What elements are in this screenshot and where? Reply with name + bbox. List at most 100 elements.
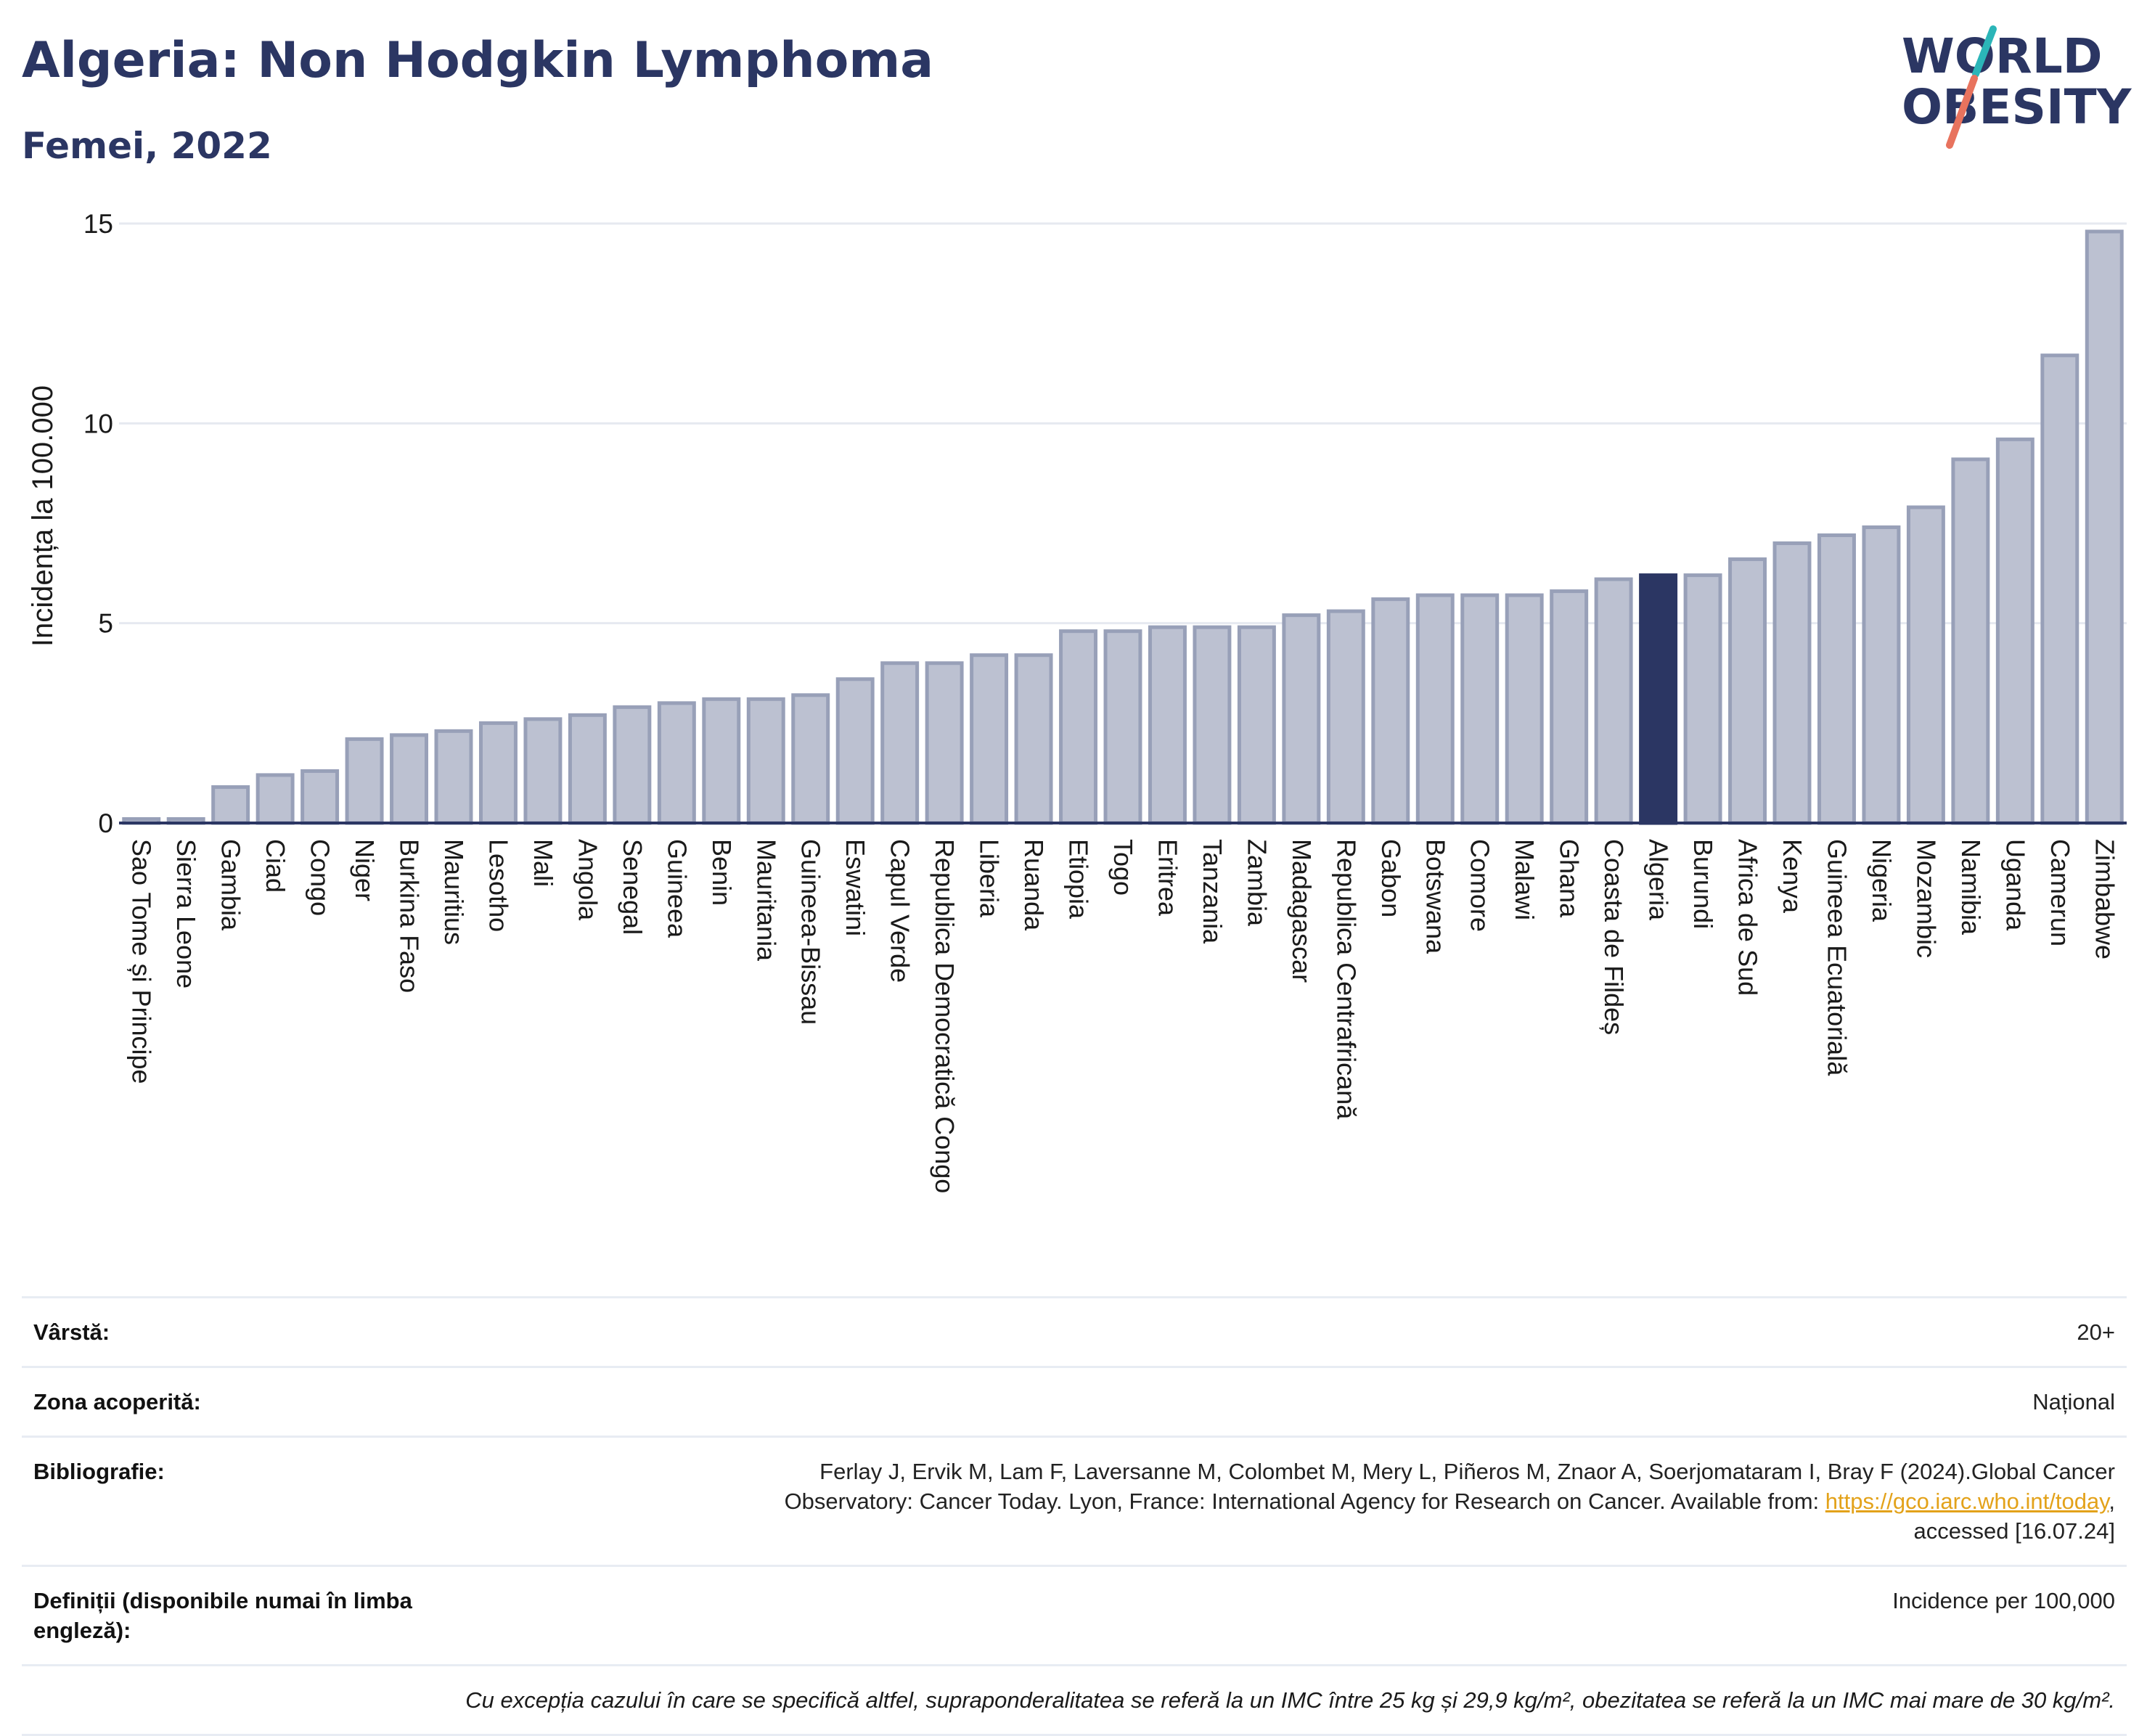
bar-mauritius [434,729,473,825]
bar-congo [300,769,340,825]
x-tick-labels: Sao Tome și Principe Sierra Leone Gambia Ci… [127,839,2120,1193]
bar-republica-centrafrican- [1326,609,1365,825]
bar-burundi [1683,573,1722,825]
x-tick-label: Capul Verde [886,839,915,983]
bar-mali [523,717,563,825]
x-tick-label: Zimbabwe [2090,839,2119,959]
bar-liberia [970,653,1009,825]
x-tick-label: Namibia [1956,839,1986,935]
bar-madagascar [1282,613,1321,825]
x-tick-label: Uganda [2000,839,2030,931]
bar-ghana [1550,589,1589,825]
x-tick-label: Burkina Faso [395,839,425,993]
bar-burkina-faso [390,733,429,825]
logo-text-world: WORLD [1902,28,2103,84]
x-tick-label: Senegal [618,839,647,935]
logo-slash-teal [1972,25,1997,78]
bar-botswana [1415,593,1455,825]
bar-republica-democratic-congo [925,661,964,825]
bibliography-link[interactable]: https://gco.iarc.who.int/today [1825,1489,2109,1514]
info-table: Vârstă: 20+ Zona acoperită: Național Bib… [22,1296,2127,1736]
bar-chart: 0 5 10 15 Sao Tome și Principe Sierra Leone G… [27,209,2127,1193]
x-tick-label: Niger [350,839,380,901]
bar-benin [702,697,741,825]
x-tick-label: Togo [1108,839,1138,896]
bibliography-row: Bibliografie: Ferlay J, Ervik M, Lam F, … [22,1436,2127,1565]
y-tick-label: 10 [83,409,113,438]
area-label: Zona acoperită: [33,1389,201,1414]
bar-zambia [1237,625,1276,825]
x-tick-label: Republica Democratică Congo [930,839,960,1193]
x-tick-label: Gambia [216,839,246,931]
bar-gambia [211,785,250,825]
x-tick-label: Madagascar [1287,839,1317,983]
bibliography-line-1: Ferlay J, Ervik M, Lam F, Laversanne M, … [819,1459,2115,1484]
x-tick-label: Botswana [1420,839,1450,954]
bar-comore [1460,593,1500,825]
age-label: Vârstă: [33,1319,110,1345]
bar-ciad [255,773,295,825]
x-tick-label: Guineea [662,839,692,938]
bar-tanzania [1193,625,1232,825]
x-tick-label: Eswatini [841,839,870,936]
bar-guineea-ecuatorial- [1817,533,1856,825]
bar-angola [568,713,607,825]
x-tick-label: Angola [573,839,602,921]
x-tick-label: Lesotho [483,839,513,932]
x-tick-label: Comore [1465,839,1495,932]
x-tick-label: Guineea Ecuatorială [1822,839,1852,1076]
x-tick-label: Liberia [975,839,1005,918]
x-tick-label: Sierra Leone [171,839,201,988]
bar-guineea [657,701,696,825]
y-tick-labels: 0 5 10 15 [83,209,113,838]
bar-togo [1103,629,1142,825]
bar-senegal [613,705,652,825]
x-tick-label: Nigeria [1867,839,1897,922]
x-tick-label: Benin [707,839,737,906]
x-tick-label: Kenya [1778,839,1807,914]
chart-subtitle: Femei, 2022 [22,125,272,167]
bibliography-label: Bibliografie: [33,1459,165,1484]
x-tick-label: Ciad [261,839,290,893]
x-tick-label: Burundi [1688,839,1718,929]
bar-lesotho [478,721,518,825]
x-tick-label: Camerun [2045,839,2075,946]
bar-etiopia [1059,629,1098,825]
area-value: Național [2032,1389,2115,1414]
bar-eswatini [835,677,875,825]
x-tick-label: Tanzania [1198,839,1227,944]
x-tick-label: Mauritius [439,839,469,945]
bar-zimbabwe [2085,229,2124,825]
bar-ruanda [1014,653,1053,825]
x-tick-label: Mozambic [1911,839,1941,958]
x-tick-label: Etiopia [1064,839,1094,920]
age-value: 20+ [2077,1319,2115,1345]
x-tick-label: Sao Tome și Principe [127,839,157,1084]
x-tick-label: Mauritania [751,839,781,962]
world-obesity-logo: WORLD OBESITY [1902,25,2132,149]
x-tick-label: Africa de Sud [1733,839,1763,996]
x-tick-label: Coasta de Fildeș [1599,839,1629,1035]
x-tick-label: Gabon [1376,839,1406,917]
bibliography-value: Ferlay J, Ervik M, Lam F, Laversanne M, … [483,1457,2115,1546]
bar-eritrea [1148,625,1187,825]
bibliography-line-2: Observatory: Cancer Today. Lyon, France:… [784,1489,1825,1514]
x-tick-label: Eritrea [1153,839,1182,917]
bar-coasta-de-filde- [1594,577,1633,825]
logo-text-obesity: OBESITY [1902,79,2132,135]
footnote-text: Cu excepția cazului în care se specifică… [465,1687,2115,1713]
y-axis-label: Incidența la 100.000 [27,385,59,647]
definitions-value: Incidence per 100,000 [1892,1588,2115,1613]
x-tick-label: Republica Centrafricană [1331,839,1361,1120]
bibliography-line-3: accessed [16.07.24] [1913,1518,2115,1544]
bar-malawi [1505,593,1544,825]
bar-gabon [1371,597,1410,825]
definitions-row: Definiții (disponibile numai în limba en… [22,1565,2127,1664]
logo-slash-coral [1946,75,1978,149]
footnote-row: Cu excepția cazului în care se specifică… [22,1664,2127,1736]
x-tick-label: Congo [306,839,335,916]
bar-namibia [1951,457,1990,825]
bar-capul-verde [880,661,920,825]
bar-niger [345,737,384,825]
x-tick-label: Malawi [1510,839,1539,920]
